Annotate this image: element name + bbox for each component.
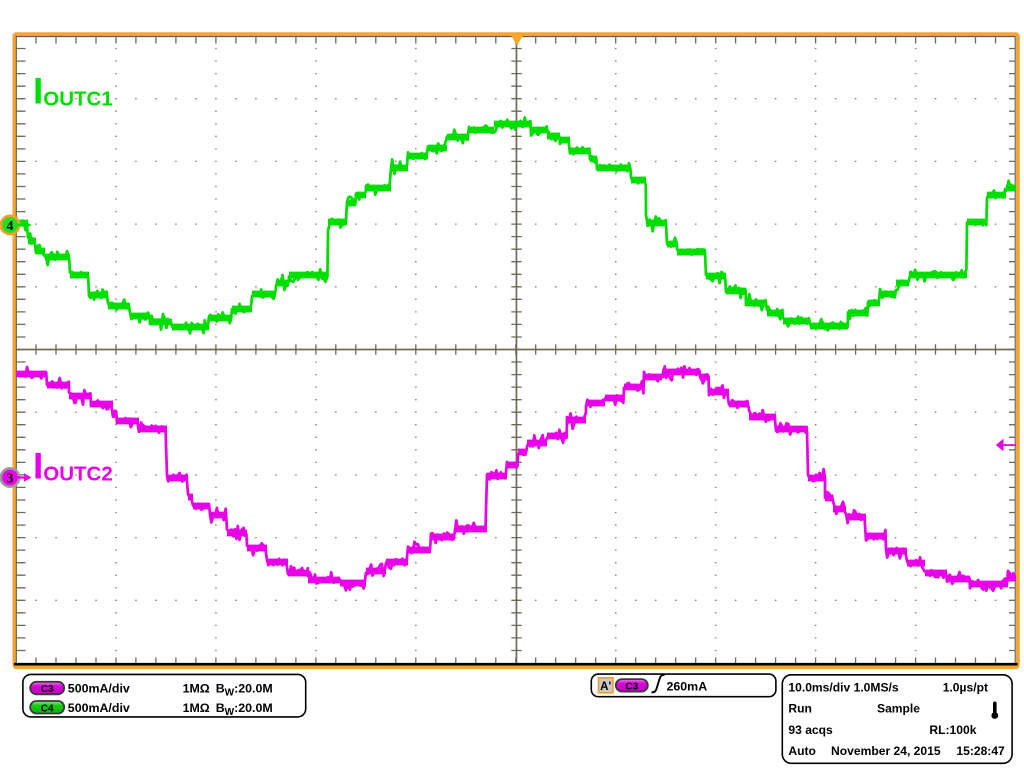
svg-text:Auto: Auto — [788, 744, 816, 758]
svg-text:260mA: 260mA — [667, 679, 708, 693]
svg-text:1MΩ: 1MΩ — [183, 682, 210, 696]
svg-text:RL:100k: RL:100k — [929, 723, 976, 737]
svg-text:November 24, 2015: November 24, 2015 — [831, 744, 941, 758]
svg-text:500mA/div: 500mA/div — [68, 682, 130, 696]
svg-text:3: 3 — [7, 472, 14, 487]
svg-text:93 acqs: 93 acqs — [788, 723, 833, 737]
svg-text:1MΩ: 1MΩ — [183, 701, 210, 715]
svg-text:1.0µs/pt: 1.0µs/pt — [943, 681, 988, 695]
svg-text:500mA/div: 500mA/div — [68, 701, 130, 715]
svg-text:C3: C3 — [41, 684, 54, 695]
svg-text:A': A' — [600, 681, 611, 693]
svg-text:Run: Run — [788, 702, 812, 716]
svg-text:10.0ms/div 1.0MS/s: 10.0ms/div 1.0MS/s — [788, 681, 899, 695]
svg-text:15:28:47: 15:28:47 — [956, 744, 1005, 758]
svg-text:C4: C4 — [41, 703, 54, 714]
svg-text:4: 4 — [7, 219, 14, 234]
svg-text:C3: C3 — [625, 681, 638, 692]
svg-text:Sample: Sample — [877, 702, 920, 716]
